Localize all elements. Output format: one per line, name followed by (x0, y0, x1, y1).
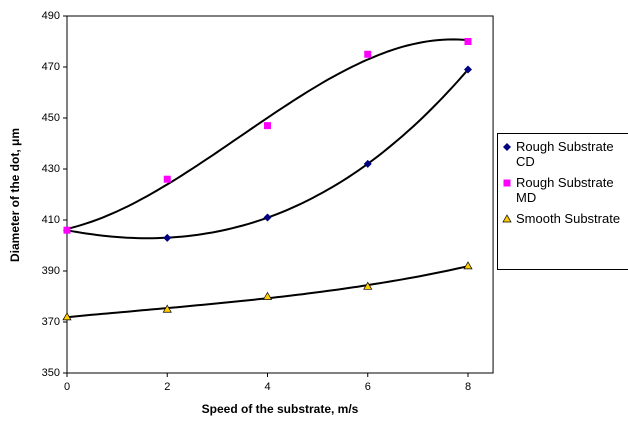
legend-label: Smooth Substrate (516, 211, 621, 226)
trendline (66, 38, 469, 230)
legend-icon (502, 214, 512, 223)
x-tick-label: 2 (164, 381, 170, 393)
y-tick-label: 470 (42, 61, 60, 73)
plot-area (66, 15, 494, 374)
marker (502, 214, 512, 223)
legend-label: Rough Substrate MD (516, 175, 614, 205)
marker (62, 312, 72, 321)
marker (63, 226, 71, 234)
legend-entry: Rough Substrate MD (498, 175, 626, 205)
x-tick-label: 4 (264, 381, 270, 393)
trendline (66, 68, 469, 240)
trendline (66, 265, 469, 319)
y-axis-title: Diameter of the dot, μm (8, 128, 22, 262)
marker (363, 159, 372, 168)
y-tick-label: 350 (42, 367, 60, 379)
legend-entry: Smooth Substrate (498, 211, 626, 226)
legend-icon (503, 179, 511, 187)
legend-entry: Rough Substrate CD (498, 139, 626, 169)
legend: Rough Substrate CD Rough Substrate MD Smoo… (497, 133, 628, 270)
marker (262, 291, 273, 300)
marker (163, 233, 172, 242)
marker (464, 65, 472, 74)
legend-label: Rough Substrate CD (516, 139, 614, 169)
x-tick-label: 6 (365, 381, 371, 393)
legend-icon (503, 143, 511, 151)
marker (364, 50, 372, 58)
marker (503, 143, 511, 151)
y-tick-label: 370 (42, 316, 60, 328)
marker (363, 281, 373, 290)
marker (162, 304, 172, 313)
marker (163, 175, 171, 183)
marker (463, 261, 473, 270)
marker (503, 179, 511, 187)
x-tick-label: 0 (64, 381, 70, 393)
y-tick-label: 450 (42, 112, 60, 124)
y-tick-label: 430 (42, 163, 60, 175)
y-tick-label: 490 (42, 10, 60, 22)
y-tick-label: 390 (42, 265, 60, 277)
x-axis-title: Speed of the substrate, m/s (202, 402, 359, 416)
marker (464, 38, 472, 45)
y-tick-label: 410 (42, 214, 60, 226)
marker (263, 213, 272, 222)
x-tick-label: 8 (465, 381, 471, 393)
marker (264, 122, 271, 130)
